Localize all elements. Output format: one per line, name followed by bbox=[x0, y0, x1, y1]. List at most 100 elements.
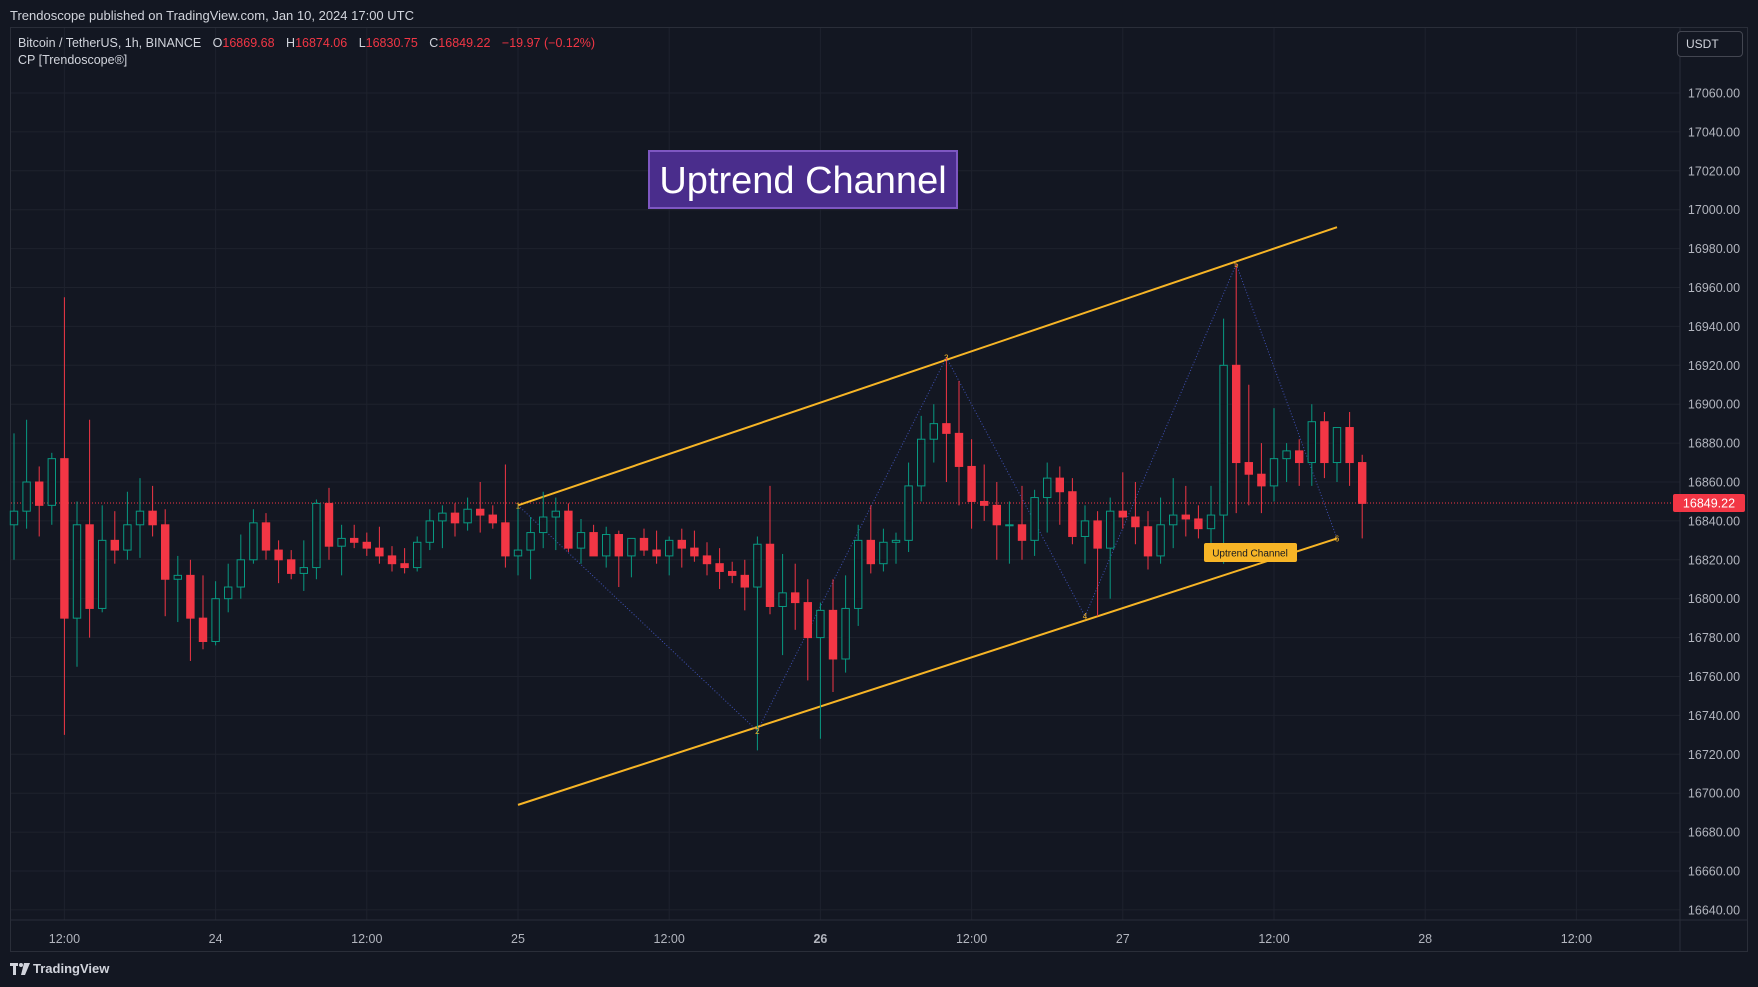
candle-body bbox=[753, 543, 762, 588]
candle bbox=[539, 491, 548, 549]
candle-body bbox=[161, 524, 170, 580]
candle-body bbox=[564, 510, 573, 549]
candle bbox=[1106, 497, 1115, 599]
candle-body bbox=[400, 563, 409, 569]
candle-body bbox=[841, 607, 850, 660]
candle-body bbox=[450, 512, 460, 524]
y-tick-label: 16760.00 bbox=[1688, 670, 1740, 684]
candle-body bbox=[135, 510, 145, 526]
candle bbox=[60, 297, 69, 735]
candle bbox=[778, 553, 787, 656]
close-label: C bbox=[429, 36, 439, 50]
candle-body bbox=[425, 520, 435, 543]
candle-body bbox=[438, 512, 447, 522]
y-tick-label: 16940.00 bbox=[1688, 320, 1740, 334]
candle bbox=[992, 482, 1001, 560]
candle-body bbox=[728, 570, 737, 576]
footer: TradingView bbox=[0, 952, 1758, 987]
candle bbox=[148, 485, 157, 537]
candle bbox=[1156, 497, 1165, 564]
candle-body bbox=[551, 510, 560, 518]
title-box-text: Uptrend Channel bbox=[659, 160, 946, 202]
candle bbox=[1080, 505, 1090, 564]
candle bbox=[186, 559, 195, 661]
candle-body bbox=[1295, 450, 1304, 464]
high-value: 16874.06 bbox=[295, 36, 348, 50]
x-tick-label: 12:00 bbox=[654, 932, 685, 946]
candle-body bbox=[614, 534, 623, 557]
candle-body bbox=[287, 559, 296, 574]
candle-body bbox=[173, 574, 183, 580]
candle-body bbox=[274, 549, 283, 561]
y-tick-label: 16820.00 bbox=[1688, 553, 1740, 567]
candle bbox=[665, 536, 674, 576]
candle-body bbox=[261, 522, 271, 551]
x-tick-label: 26 bbox=[813, 932, 827, 946]
candle-body bbox=[476, 508, 485, 516]
candle bbox=[1181, 485, 1190, 537]
candle bbox=[803, 579, 812, 681]
candle bbox=[513, 505, 523, 576]
candle-body bbox=[1332, 427, 1342, 464]
y-axis: 17060.00 17040.00 17020.00 17000.00 16980.00… bbox=[1688, 87, 1740, 918]
candle-body bbox=[47, 458, 56, 506]
candle-body bbox=[1156, 524, 1165, 557]
candle-body bbox=[98, 539, 107, 609]
candle-body bbox=[9, 510, 19, 526]
candle bbox=[627, 537, 636, 578]
x-tick-label: 12:00 bbox=[1561, 932, 1592, 946]
candle bbox=[816, 602, 825, 739]
candle bbox=[1244, 384, 1253, 506]
candle bbox=[450, 503, 460, 537]
pivot-number: 6 bbox=[1335, 534, 1340, 543]
candle-body bbox=[1345, 427, 1354, 464]
candle bbox=[728, 561, 737, 584]
currency-button[interactable]: USDT bbox=[1677, 31, 1743, 57]
candle bbox=[954, 380, 964, 506]
title-box: Uptrend Channel bbox=[648, 150, 958, 209]
candle bbox=[463, 497, 472, 531]
candle-body bbox=[463, 508, 472, 524]
candle bbox=[224, 563, 233, 613]
candle-body bbox=[35, 481, 44, 506]
candle-body bbox=[589, 532, 598, 557]
candle bbox=[551, 497, 560, 551]
candle bbox=[879, 528, 888, 572]
candle-body bbox=[1068, 491, 1077, 537]
candle bbox=[1358, 454, 1367, 539]
y-tick-label: 16860.00 bbox=[1688, 476, 1740, 490]
y-tick-label: 16740.00 bbox=[1688, 709, 1740, 723]
candle bbox=[249, 509, 258, 564]
candle bbox=[1320, 411, 1329, 479]
candle-body bbox=[337, 537, 346, 547]
candle-body bbox=[1106, 510, 1115, 549]
symbol-name[interactable]: Bitcoin / TetherUS, 1h, BINANCE bbox=[18, 36, 202, 50]
candle bbox=[375, 526, 384, 564]
candle bbox=[1257, 443, 1266, 514]
candle-body bbox=[1055, 477, 1064, 493]
last-price-tag: 16849.22 bbox=[1673, 494, 1745, 512]
candle bbox=[715, 548, 724, 589]
tradingview-brand[interactable]: TradingView bbox=[33, 961, 110, 976]
y-tick-label: 16640.00 bbox=[1688, 903, 1740, 917]
y-tick-label: 16900.00 bbox=[1688, 398, 1740, 412]
x-axis: 12:00 24 12:00 25 12:00 26 12:00 27 12:00 28 12:00 bbox=[49, 932, 1592, 946]
candle bbox=[312, 499, 321, 580]
candle-body bbox=[942, 423, 951, 434]
y-tick-label: 16920.00 bbox=[1688, 359, 1740, 373]
candle bbox=[866, 505, 875, 574]
candle-body bbox=[224, 586, 233, 600]
candle-body bbox=[148, 510, 157, 526]
candle bbox=[828, 579, 838, 693]
indicator-name[interactable]: CP [Trendoscope®] bbox=[18, 53, 128, 67]
candle-body bbox=[980, 500, 989, 506]
candle-body bbox=[1093, 520, 1102, 549]
candle bbox=[1345, 411, 1354, 486]
tradingview-logo-icon bbox=[10, 963, 30, 975]
candle-body bbox=[1043, 477, 1052, 499]
candle bbox=[337, 524, 346, 576]
open-label: O bbox=[212, 36, 223, 50]
pivot-number: 4 bbox=[1083, 612, 1088, 621]
candle-body bbox=[299, 567, 309, 574]
